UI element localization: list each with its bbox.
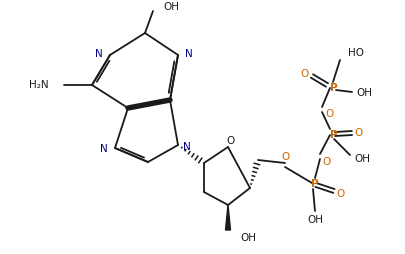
Text: OH: OH [353,154,369,164]
Text: O: O [322,157,330,167]
Text: O: O [354,128,362,138]
Text: N: N [100,144,108,154]
Text: H₂N: H₂N [29,80,49,90]
Text: P: P [310,179,318,189]
Text: O: O [336,189,344,199]
Text: OH: OH [162,2,179,12]
Text: OH: OH [355,88,371,98]
Text: N: N [95,49,103,59]
Polygon shape [225,205,230,230]
Text: N: N [183,142,190,152]
Text: OH: OH [239,233,256,243]
Text: OH: OH [306,215,322,225]
Text: O: O [300,69,308,79]
Text: N: N [185,49,192,59]
Text: P: P [329,83,337,93]
Text: HO: HO [347,48,363,58]
Text: P: P [329,130,337,140]
Text: O: O [226,136,234,146]
Text: O: O [325,109,333,119]
Text: O: O [281,152,290,162]
